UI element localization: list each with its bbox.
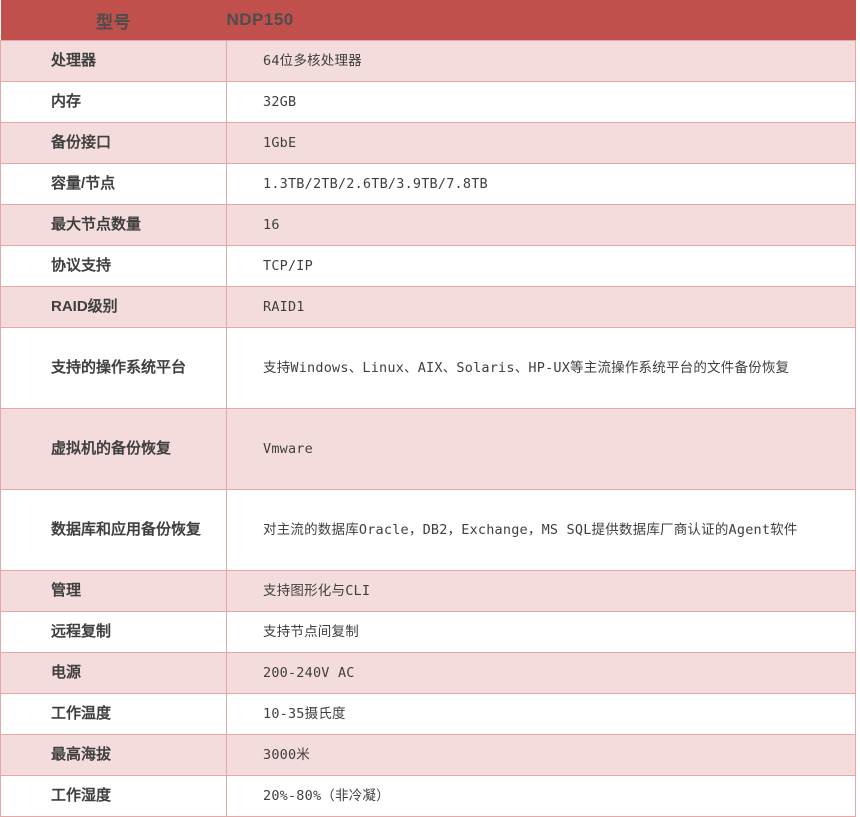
header-cell-model-label: 型号 — [0, 0, 227, 41]
spec-value-cell: 3000米 — [226, 734, 856, 776]
spec-label-text: 虚拟机的备份恢复 — [51, 440, 172, 457]
spec-label-cell: 最高海拔 — [0, 734, 227, 776]
table-row: 远程复制 支持节点间复制 — [0, 611, 856, 653]
spec-value-cell: 1GbE — [226, 122, 856, 164]
spec-label-text: 最高海拔 — [51, 746, 112, 763]
spec-label-cell: 最大节点数量 — [0, 204, 227, 246]
spec-value-text: 支持Windows、Linux、AIX、Solaris、HP-UX等主流操作系统… — [263, 360, 790, 376]
spec-label-text: 支持的操作系统平台 — [51, 359, 187, 376]
table-row: 管理 支持图形化与CLI — [0, 570, 856, 612]
spec-label-text: 工作温度 — [51, 705, 112, 722]
spec-value-text: Vmware — [263, 441, 313, 457]
spec-value-text: 20%-80%（非冷凝） — [263, 788, 390, 804]
spec-value-text: 3000米 — [263, 747, 311, 763]
table-row: 工作温度 10-35摄氏度 — [0, 693, 856, 735]
table-row: 最高海拔 3000米 — [0, 734, 856, 776]
spec-value-cell: Vmware — [226, 408, 856, 490]
spec-value-cell: RAID1 — [226, 286, 856, 328]
spec-value-text: 32GB — [263, 94, 297, 110]
table-row: 电源 200-240V AC — [0, 652, 856, 694]
table-row: 最大节点数量 16 — [0, 204, 856, 246]
spec-value-cell: 200-240V AC — [226, 652, 856, 694]
spec-value-cell: 10-35摄氏度 — [226, 693, 856, 735]
spec-value-text: TCP/IP — [263, 258, 313, 274]
spec-label-text: 最大节点数量 — [51, 216, 142, 233]
spec-label-text: 容量/节点 — [51, 175, 116, 192]
spec-label-text: 处理器 — [51, 52, 97, 69]
spec-value-cell: 支持Windows、Linux、AIX、Solaris、HP-UX等主流操作系统… — [226, 327, 856, 409]
spec-value-text: 200-240V AC — [263, 665, 355, 681]
spec-value-text: RAID1 — [263, 299, 305, 315]
spec-value-cell: TCP/IP — [226, 245, 856, 287]
spec-label-cell: 支持的操作系统平台 — [0, 327, 227, 409]
spec-value-cell: 支持图形化与CLI — [226, 570, 856, 612]
spec-label-cell: 处理器 — [0, 40, 227, 82]
header-cell-model-value: NDP150 — [226, 0, 856, 41]
spec-value-cell: 对主流的数据库Oracle，DB2，Exchange，MS SQL提供数据库厂商… — [226, 489, 856, 571]
spec-label-text: 管理 — [51, 582, 82, 599]
spec-label-text: 备份接口 — [51, 134, 112, 151]
table-row: 内存 32GB — [0, 81, 856, 123]
header-row: 型号 NDP150 — [0, 0, 856, 41]
spec-value-cell: 20%-80%（非冷凝） — [226, 775, 856, 817]
spec-value-cell: 64位多核处理器 — [226, 40, 856, 82]
spec-value-text: 1GbE — [263, 135, 297, 151]
spec-label-text: 协议支持 — [51, 257, 112, 274]
spec-value-cell: 32GB — [226, 81, 856, 123]
spec-label-cell: 内存 — [0, 81, 227, 123]
spec-label-text: RAID级别 — [51, 298, 118, 315]
spec-value-cell: 支持节点间复制 — [226, 611, 856, 653]
spec-label-cell: 工作温度 — [0, 693, 227, 735]
spec-value-text: 10-35摄氏度 — [263, 706, 346, 722]
spec-label-cell: 协议支持 — [0, 245, 227, 287]
table-row: 容量/节点 1.3TB/2TB/2.6TB/3.9TB/7.8TB — [0, 163, 856, 205]
table-row: 协议支持 TCP/IP — [0, 245, 856, 287]
spec-value-cell: 1.3TB/2TB/2.6TB/3.9TB/7.8TB — [226, 163, 856, 205]
spec-value-cell: 16 — [226, 204, 856, 246]
table-row: 数据库和应用备份恢复 对主流的数据库Oracle，DB2，Exchange，MS … — [0, 489, 856, 571]
spec-label-cell: 工作湿度 — [0, 775, 227, 817]
spec-value-text: 1.3TB/2TB/2.6TB/3.9TB/7.8TB — [263, 176, 488, 192]
spec-label-text: 电源 — [51, 664, 82, 681]
table-row: 工作湿度 20%-80%（非冷凝） — [0, 775, 856, 817]
spec-label-text: 内存 — [51, 93, 82, 110]
spec-label-text: 工作湿度 — [51, 787, 112, 804]
spec-value-text: 支持节点间复制 — [263, 624, 359, 640]
table-row: 处理器 64位多核处理器 — [0, 40, 856, 82]
table-row: 支持的操作系统平台 支持Windows、Linux、AIX、Solaris、HP-… — [0, 327, 856, 409]
spec-label-cell: 数据库和应用备份恢复 — [0, 489, 227, 571]
spec-label-cell: RAID级别 — [0, 286, 227, 328]
table-body: 处理器 64位多核处理器内存 32GB 备份接口 1GbE 容量/节点 1.3TB/2TB/… — [0, 40, 856, 817]
spec-value-text: 16 — [263, 217, 280, 233]
spec-label-text: 数据库和应用备份恢复 — [51, 521, 202, 538]
table-row: 备份接口 1GbE — [0, 122, 856, 164]
spec-value-text: 对主流的数据库Oracle，DB2，Exchange，MS SQL提供数据库厂商… — [263, 522, 798, 538]
table-header: 型号 NDP150 — [0, 0, 856, 41]
table-row: RAID级别 RAID1 — [0, 286, 856, 328]
table-row: 虚拟机的备份恢复 Vmware — [0, 408, 856, 490]
spec-label-cell: 管理 — [0, 570, 227, 612]
spec-label-cell: 虚拟机的备份恢复 — [0, 408, 227, 490]
spec-label-cell: 容量/节点 — [0, 163, 227, 205]
spec-label-cell: 备份接口 — [0, 122, 227, 164]
spec-label-cell: 远程复制 — [0, 611, 227, 653]
spec-label-cell: 电源 — [0, 652, 227, 694]
spec-value-text: 支持图形化与CLI — [263, 583, 371, 599]
spec-value-text: 64位多核处理器 — [263, 53, 362, 69]
spec-label-text: 远程复制 — [51, 623, 112, 640]
